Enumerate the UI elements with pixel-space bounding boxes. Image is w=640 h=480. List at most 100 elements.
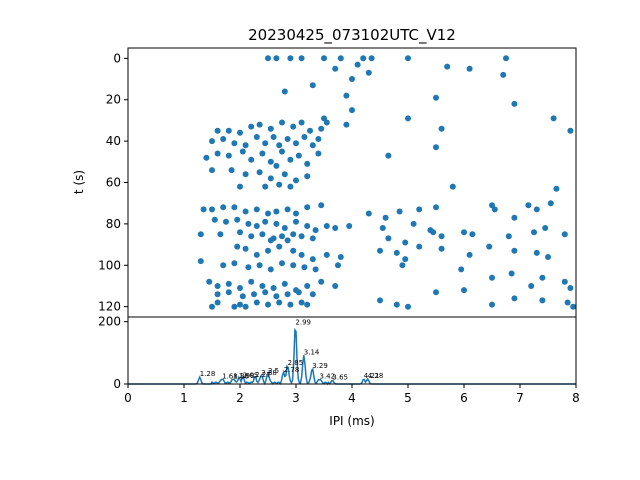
- scatter-point: [270, 134, 277, 140]
- scatter-point: [253, 251, 260, 258]
- scatter-point: [466, 65, 473, 72]
- scatter-point: [503, 55, 509, 62]
- scatter-point: [262, 183, 269, 190]
- scatter-point: [209, 303, 215, 310]
- scatter-point: [461, 287, 467, 294]
- scatter-point: [281, 171, 288, 178]
- scatter-point: [354, 61, 361, 68]
- scatter-point: [265, 247, 271, 254]
- peak-label: 3.14: [304, 348, 320, 356]
- scatter-point: [531, 229, 537, 236]
- scatter-point: [256, 262, 263, 269]
- scatter-point: [505, 233, 512, 240]
- scatter-point: [242, 208, 249, 215]
- scatter-point: [281, 280, 288, 287]
- peak-label: 3.42: [320, 373, 336, 381]
- scatter-point: [231, 260, 238, 267]
- scatter-point: [346, 223, 353, 229]
- histogram-x-tick-label: 4: [348, 391, 356, 405]
- scatter-point: [323, 119, 330, 126]
- scatter-point: [438, 233, 445, 240]
- peak-label: 1.88: [233, 373, 249, 381]
- scatter-point: [393, 301, 400, 308]
- scatter-point: [256, 121, 263, 128]
- scatter-point: [399, 262, 406, 269]
- scatter-point: [500, 71, 507, 78]
- peak-label: 2.78: [284, 366, 300, 374]
- scatter-point: [430, 229, 437, 236]
- scatter-point: [332, 283, 339, 289]
- scatter-point: [231, 140, 238, 147]
- scatter-point: [265, 210, 271, 217]
- scatter-point: [214, 150, 221, 157]
- scatter-point: [281, 88, 288, 95]
- scatter-point: [295, 289, 302, 296]
- histogram-x-ticks: 0 1 2 3 4 5 6 7 8: [124, 384, 580, 405]
- scatter-y-tick-label: 60: [106, 176, 121, 190]
- scatter-point: [197, 231, 204, 238]
- scatter-point: [287, 301, 294, 308]
- scatter-point: [337, 254, 344, 260]
- scatter-point: [332, 225, 339, 231]
- scatter-point: [416, 243, 423, 250]
- scatter-point: [284, 237, 291, 244]
- peak-label: 3.29: [312, 362, 328, 370]
- scatter-point: [298, 299, 305, 306]
- scatter-point: [511, 214, 518, 221]
- scatter-point: [433, 144, 439, 151]
- scatter-point: [318, 202, 325, 209]
- scatter-y-tick-label: 100: [98, 258, 121, 272]
- scatter-point: [567, 285, 574, 291]
- scatter-point: [217, 231, 224, 238]
- scatter-point: [225, 152, 232, 159]
- scatter-point: [256, 169, 263, 176]
- scatter-point: [214, 127, 221, 134]
- scatter-point: [237, 285, 243, 291]
- scatter-point: [248, 123, 255, 130]
- scatter-point: [444, 63, 451, 70]
- scatter-point: [567, 127, 574, 134]
- scatter-point: [553, 185, 560, 192]
- scatter-point: [206, 278, 213, 285]
- scatter-point: [318, 278, 325, 285]
- scatter-point: [293, 177, 299, 184]
- scatter-point: [402, 239, 409, 246]
- scatter-point: [293, 218, 299, 225]
- scatter-point: [287, 156, 294, 163]
- scatter-point: [253, 223, 260, 229]
- scatter-point: [225, 127, 232, 134]
- peak-label: 1.28: [200, 370, 216, 378]
- scatter-point: [298, 233, 305, 240]
- scatter-point: [385, 235, 392, 242]
- scatter-point: [276, 299, 283, 306]
- scatter-point: [290, 123, 297, 130]
- scatter-point: [385, 152, 392, 159]
- scatter-point: [259, 231, 266, 238]
- scatter-point: [405, 55, 411, 62]
- scatter-point: [279, 260, 285, 267]
- scatter-point: [237, 301, 243, 308]
- scatter-point: [525, 202, 532, 209]
- scatter-point: [262, 218, 269, 225]
- scatter-point: [273, 162, 280, 169]
- scatter-point: [223, 218, 229, 225]
- scatter-point: [267, 266, 274, 273]
- histogram-y-tick-label: 0: [113, 377, 121, 391]
- scatter-point: [570, 303, 577, 310]
- scatter-y-tick-label: 0: [113, 51, 121, 65]
- histogram-plot: 2.993.142.85 3.292.782.52.382.272.051.981…: [98, 315, 580, 428]
- scatter-point: [242, 142, 249, 149]
- scatter-point: [323, 251, 330, 258]
- scatter-point: [253, 299, 260, 306]
- scatter-point: [214, 283, 221, 289]
- scatter-point: [276, 181, 283, 188]
- peak-label: 1.98: [239, 372, 255, 380]
- scatter-point: [220, 204, 227, 211]
- scatter-y-tick-label: 20: [106, 93, 121, 107]
- histogram-x-tick-label: 7: [516, 391, 524, 405]
- scatter-point: [197, 258, 204, 265]
- scatter-point: [368, 55, 375, 62]
- scatter-point: [267, 175, 274, 182]
- scatter-point: [281, 225, 288, 231]
- scatter-point: [309, 82, 316, 89]
